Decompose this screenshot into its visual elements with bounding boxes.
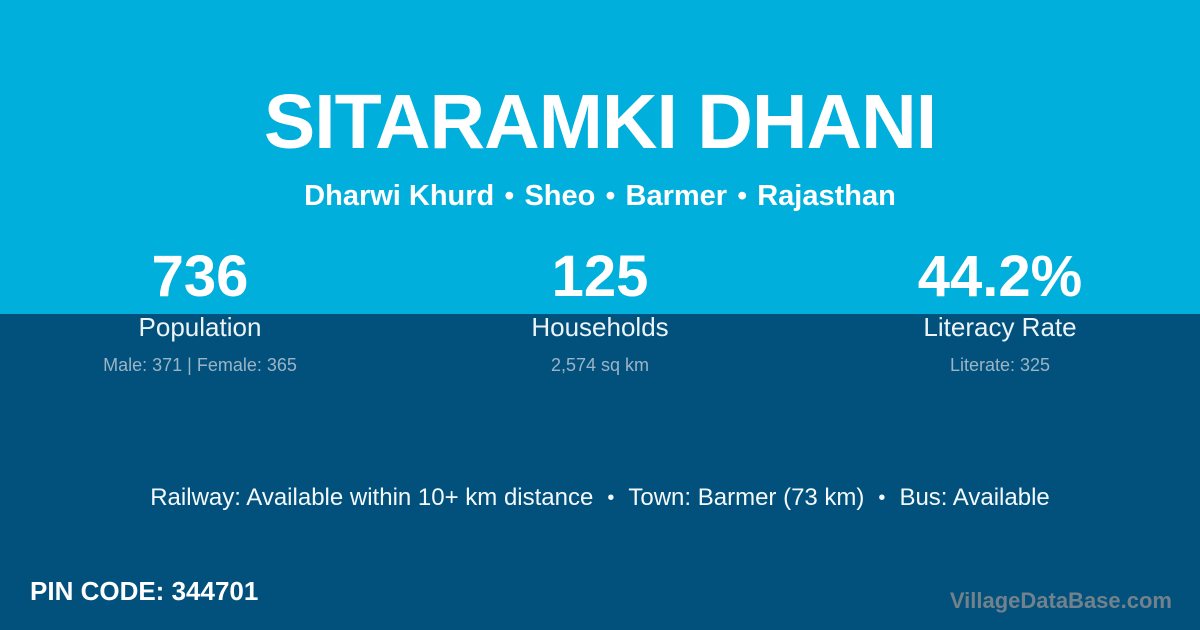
bullet-separator-icon: • bbox=[878, 487, 886, 509]
stat-population: 736 Population Male: 371 | Female: 365 bbox=[0, 248, 400, 376]
literacy-value: 44.2% bbox=[917, 244, 1083, 309]
amenity-town: Town: Barmer (73 km) bbox=[628, 484, 865, 511]
site-watermark: VillageDataBase.com bbox=[949, 588, 1172, 613]
bullet-separator-icon: • bbox=[607, 487, 615, 509]
amenity-railway: Railway: Available within 10+ km distanc… bbox=[150, 484, 594, 511]
breadcrumb: Dharwi Khurd • Sheo • Barmer • Rajasthan bbox=[0, 178, 1200, 214]
amenities-line: Railway: Available within 10+ km distanc… bbox=[0, 483, 1200, 513]
households-value: 125 bbox=[551, 244, 649, 309]
stat-households: 125 Households 2,574 sq km bbox=[400, 248, 800, 376]
population-detail: Male: 371 | Female: 365 bbox=[103, 355, 297, 375]
breadcrumb-item-district: Barmer bbox=[625, 180, 728, 212]
literacy-label: Literacy Rate bbox=[923, 312, 1077, 342]
breadcrumb-item-panchayat: Dharwi Khurd bbox=[304, 180, 495, 212]
literacy-detail: Literate: 325 bbox=[949, 355, 1051, 375]
amenity-bus: Bus: Available bbox=[899, 484, 1050, 511]
bullet-separator-icon: • bbox=[504, 180, 515, 212]
households-label: Households bbox=[531, 312, 669, 342]
stats-row: 736 Population Male: 371 | Female: 365 1… bbox=[0, 248, 1200, 376]
bullet-separator-icon: • bbox=[605, 180, 616, 212]
breadcrumb-item-tehsil: Sheo bbox=[524, 180, 596, 212]
population-label: Population bbox=[138, 312, 262, 342]
population-value: 736 bbox=[151, 244, 249, 309]
village-name-title: SITARAMKI DHANI bbox=[263, 79, 937, 165]
top-band-background bbox=[0, 0, 1200, 314]
bullet-separator-icon: • bbox=[737, 180, 748, 212]
households-detail: 2,574 sq km bbox=[550, 355, 650, 375]
breadcrumb-item-state: Rajasthan bbox=[757, 180, 896, 212]
pin-code-label: PIN CODE: bbox=[30, 576, 165, 606]
pin-code-value: 344701 bbox=[171, 576, 259, 606]
pin-code: PIN CODE: 344701 bbox=[30, 576, 258, 607]
stat-literacy-rate: 44.2% Literacy Rate Literate: 325 bbox=[800, 248, 1200, 376]
